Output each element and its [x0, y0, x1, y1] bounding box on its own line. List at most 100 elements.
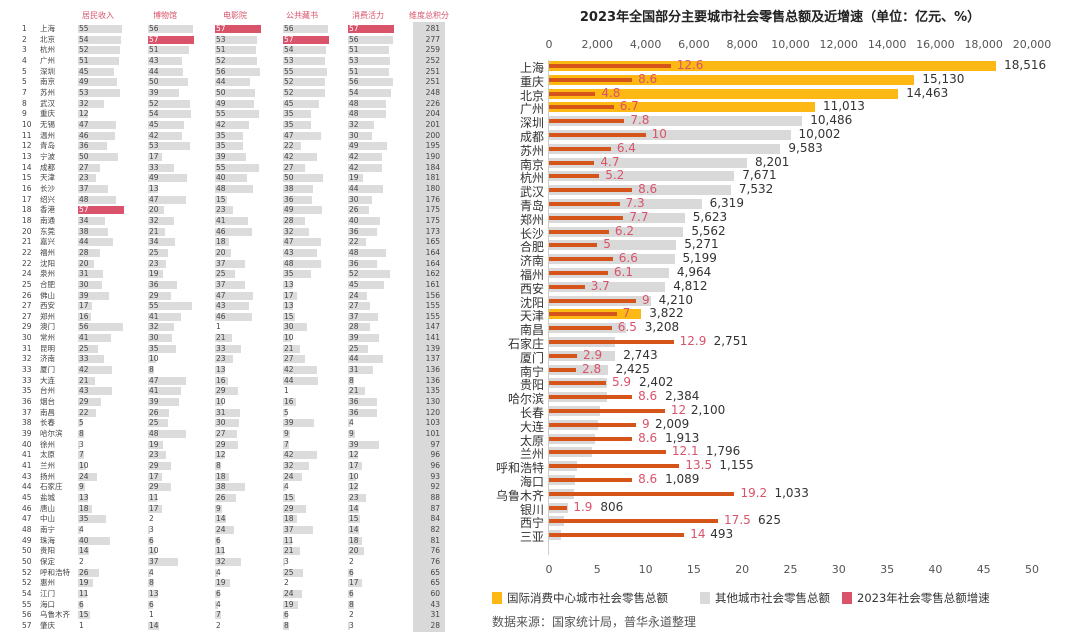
score-value: 40 — [79, 535, 89, 545]
score-bar: 5 — [78, 419, 84, 428]
score-value: 48 — [349, 109, 359, 119]
rank: 46 — [22, 503, 32, 513]
rank: 13 — [22, 151, 32, 161]
total-bar — [549, 61, 997, 71]
score-bar: 24 — [283, 589, 303, 598]
total-score: 195 — [425, 141, 440, 151]
score-value: 47 — [149, 194, 159, 204]
growth-label: 6.7 — [619, 99, 639, 114]
score-value: 56 — [79, 322, 89, 332]
rank: 31 — [22, 343, 32, 353]
score-value: 18 — [349, 535, 359, 545]
score-bar: 42 — [348, 152, 382, 161]
growth-label: 7 — [622, 306, 631, 321]
score-value: 17 — [284, 290, 294, 300]
score-value: 21 — [216, 333, 226, 343]
rank: 36 — [22, 397, 32, 407]
score-bar: 41 — [215, 216, 248, 225]
score-value: 46 — [216, 226, 226, 236]
score-value: 46 — [79, 130, 89, 140]
score-bar: 52 — [283, 88, 325, 97]
growth-label: 8.6 — [638, 389, 658, 404]
total-score: 277 — [425, 34, 440, 44]
city-name: 郑州 — [40, 311, 55, 321]
score-value: 46 — [216, 311, 226, 321]
score-bar: 6 — [148, 536, 154, 545]
score-bar: 47 — [283, 238, 321, 247]
score-value: 28 — [79, 247, 89, 257]
score-bar: 15 — [215, 195, 227, 204]
score-value: 23 — [216, 205, 226, 215]
growth-label: 6.4 — [616, 140, 636, 155]
score-bar: 51 — [348, 67, 389, 76]
score-value: 43 — [149, 55, 159, 65]
score-value: 51 — [149, 45, 159, 55]
score-value: 29 — [149, 482, 159, 492]
city-name: 青岛 — [40, 141, 55, 151]
score-bar: 35 — [283, 109, 311, 119]
city-name: 台州 — [40, 386, 55, 396]
score-value: 7 — [79, 450, 84, 460]
score-bar: 11 — [283, 536, 294, 545]
score-value: 25 — [149, 247, 159, 257]
total-score: 141 — [425, 333, 440, 343]
score-value: 8 — [349, 375, 354, 385]
score-bar: 56 — [148, 25, 193, 33]
column-header: 居民收入 — [82, 11, 114, 20]
y-axis-line — [548, 60, 549, 555]
score-bar: 16 — [78, 312, 91, 321]
score-bar: 38 — [215, 483, 246, 492]
table-row: 50 贵阳 14 10 11 21 20 76 — [0, 546, 450, 556]
total-score: 162 — [425, 269, 440, 279]
bottom-axis-tick: 35 — [880, 563, 895, 576]
score-value: 8 — [79, 429, 84, 439]
score-bar: 29 — [148, 462, 172, 471]
total-bar — [549, 143, 781, 154]
score-bar: 36 — [348, 398, 377, 407]
total-score: 43 — [430, 599, 440, 609]
category-label: 济南 — [519, 254, 544, 269]
score-value: 38 — [79, 226, 89, 236]
city-name: 绍兴 — [40, 194, 55, 204]
total-label: 2,402 — [638, 375, 674, 390]
score-value: 14 — [216, 514, 226, 524]
table-row: 25 合肥 30 36 37 13 45 161 — [0, 280, 450, 290]
legend-swatch-other — [700, 592, 710, 604]
score-bar: 8 — [215, 462, 222, 471]
rank: 3 — [22, 45, 27, 55]
total-score: 161 — [425, 279, 440, 289]
score-value: 33 — [216, 343, 226, 353]
table-row: 55 海口 6 6 4 19 8 43 — [0, 600, 450, 610]
score-bar: 35 — [78, 515, 106, 524]
rank: 47 — [22, 514, 32, 524]
score-value: 35 — [284, 109, 294, 119]
table-row: 32 济南 33 10 23 27 44 137 — [0, 354, 450, 364]
score-value: 50 — [284, 173, 294, 183]
total-score: 139 — [425, 343, 440, 353]
score-bar: 39 — [215, 152, 247, 161]
score-bar: 54 — [348, 88, 392, 97]
score-value: 5 — [284, 407, 289, 417]
score-bar: 32 — [348, 120, 374, 129]
total-score: 84 — [430, 514, 440, 524]
rank: 10 — [22, 119, 32, 129]
score-bar: 37 — [348, 312, 378, 321]
total-bar — [549, 102, 815, 113]
score-bar: 39 — [78, 291, 110, 300]
score-bar: 32 — [283, 462, 309, 471]
score-value: 2 — [216, 620, 221, 630]
score-value: 49 — [149, 173, 159, 183]
score-bar: 10 — [148, 355, 159, 364]
score-bar: 4 — [283, 483, 289, 492]
score-bar: 32 — [78, 99, 104, 108]
score-value: 42 — [284, 365, 294, 375]
score-value: 36 — [79, 141, 89, 151]
score-bar: 2 — [283, 579, 289, 587]
top-axis-tick: 0 — [545, 38, 553, 51]
score-bar: 21 — [283, 344, 300, 353]
score-bar: 43 — [283, 248, 318, 257]
score-bar: 34 — [148, 238, 176, 247]
score-value: 1 — [79, 620, 84, 630]
score-value: 13 — [149, 183, 159, 193]
score-value: 2 — [79, 557, 84, 566]
